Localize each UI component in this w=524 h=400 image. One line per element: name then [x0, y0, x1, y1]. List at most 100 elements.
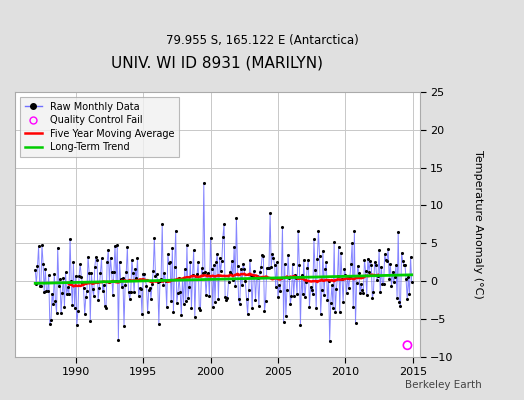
Point	[234, 296, 243, 302]
Point	[150, 234, 159, 241]
Point	[231, 283, 239, 289]
Point	[315, 253, 324, 259]
Point	[402, 276, 410, 282]
Point	[358, 287, 366, 294]
Point	[403, 296, 411, 302]
Point	[264, 265, 272, 271]
Point	[152, 271, 161, 278]
Point	[332, 286, 341, 292]
Point	[238, 282, 246, 288]
Point	[191, 313, 199, 320]
Point	[144, 309, 152, 316]
Point	[277, 274, 286, 281]
Point	[107, 269, 116, 276]
Point	[97, 255, 106, 262]
Point	[272, 259, 281, 266]
Point	[162, 304, 171, 310]
Point	[182, 298, 190, 304]
Point	[125, 296, 134, 302]
Point	[58, 290, 67, 296]
Point	[165, 260, 173, 266]
Point	[323, 297, 332, 304]
Point	[316, 311, 325, 317]
Point	[31, 266, 39, 273]
Point	[216, 267, 225, 274]
Point	[104, 247, 113, 253]
Point	[119, 275, 127, 282]
Point	[292, 275, 300, 282]
Point	[49, 301, 58, 307]
Point	[289, 293, 298, 299]
Point	[311, 267, 319, 274]
Point	[187, 305, 195, 311]
Point	[384, 246, 392, 253]
Point	[71, 273, 80, 279]
Point	[35, 243, 43, 250]
Point	[397, 250, 406, 256]
Point	[138, 310, 146, 317]
Point	[65, 291, 73, 298]
Point	[105, 279, 114, 286]
Point	[70, 305, 79, 312]
Point	[204, 270, 213, 276]
Point	[269, 255, 278, 261]
Point	[286, 301, 294, 307]
Point	[156, 278, 164, 284]
Point	[233, 262, 242, 269]
Point	[363, 292, 371, 298]
Point	[141, 277, 149, 284]
Point	[39, 260, 47, 267]
Point	[342, 290, 351, 296]
Point	[354, 263, 362, 269]
Point	[212, 259, 221, 265]
Point	[225, 269, 234, 275]
Point	[169, 309, 178, 315]
Point	[383, 257, 391, 264]
Point	[232, 215, 241, 221]
Point	[45, 272, 53, 279]
Point	[222, 297, 231, 303]
Point	[184, 295, 192, 301]
Point	[66, 236, 74, 242]
Point	[36, 283, 44, 290]
Point	[32, 281, 40, 287]
Point	[403, 342, 412, 348]
Point	[326, 299, 335, 306]
Point	[177, 312, 185, 318]
Point	[338, 276, 346, 282]
Point	[339, 298, 347, 305]
Point	[259, 253, 268, 259]
Point	[51, 298, 60, 305]
Point	[146, 285, 154, 291]
Point	[393, 294, 401, 301]
Point	[129, 270, 137, 276]
Point	[266, 210, 274, 216]
Point	[151, 273, 160, 280]
Point	[200, 180, 208, 186]
Point	[93, 256, 101, 263]
Point	[407, 254, 415, 260]
Point	[63, 284, 72, 291]
Point	[362, 268, 370, 274]
Point	[56, 276, 64, 282]
Point	[168, 245, 177, 252]
Point	[389, 279, 398, 285]
Point	[41, 266, 50, 272]
Point	[343, 274, 352, 281]
Point	[357, 281, 365, 287]
Point	[365, 269, 373, 275]
Point	[268, 251, 277, 257]
Point	[122, 269, 130, 276]
Point	[149, 268, 157, 274]
Point	[228, 258, 236, 264]
Point	[374, 273, 382, 280]
Point	[163, 251, 172, 258]
Point	[391, 274, 399, 280]
Point	[127, 289, 135, 295]
Point	[171, 227, 180, 234]
Point	[261, 298, 270, 304]
Point	[186, 258, 194, 265]
Point	[408, 279, 416, 286]
Point	[190, 247, 198, 254]
Point	[166, 259, 174, 266]
